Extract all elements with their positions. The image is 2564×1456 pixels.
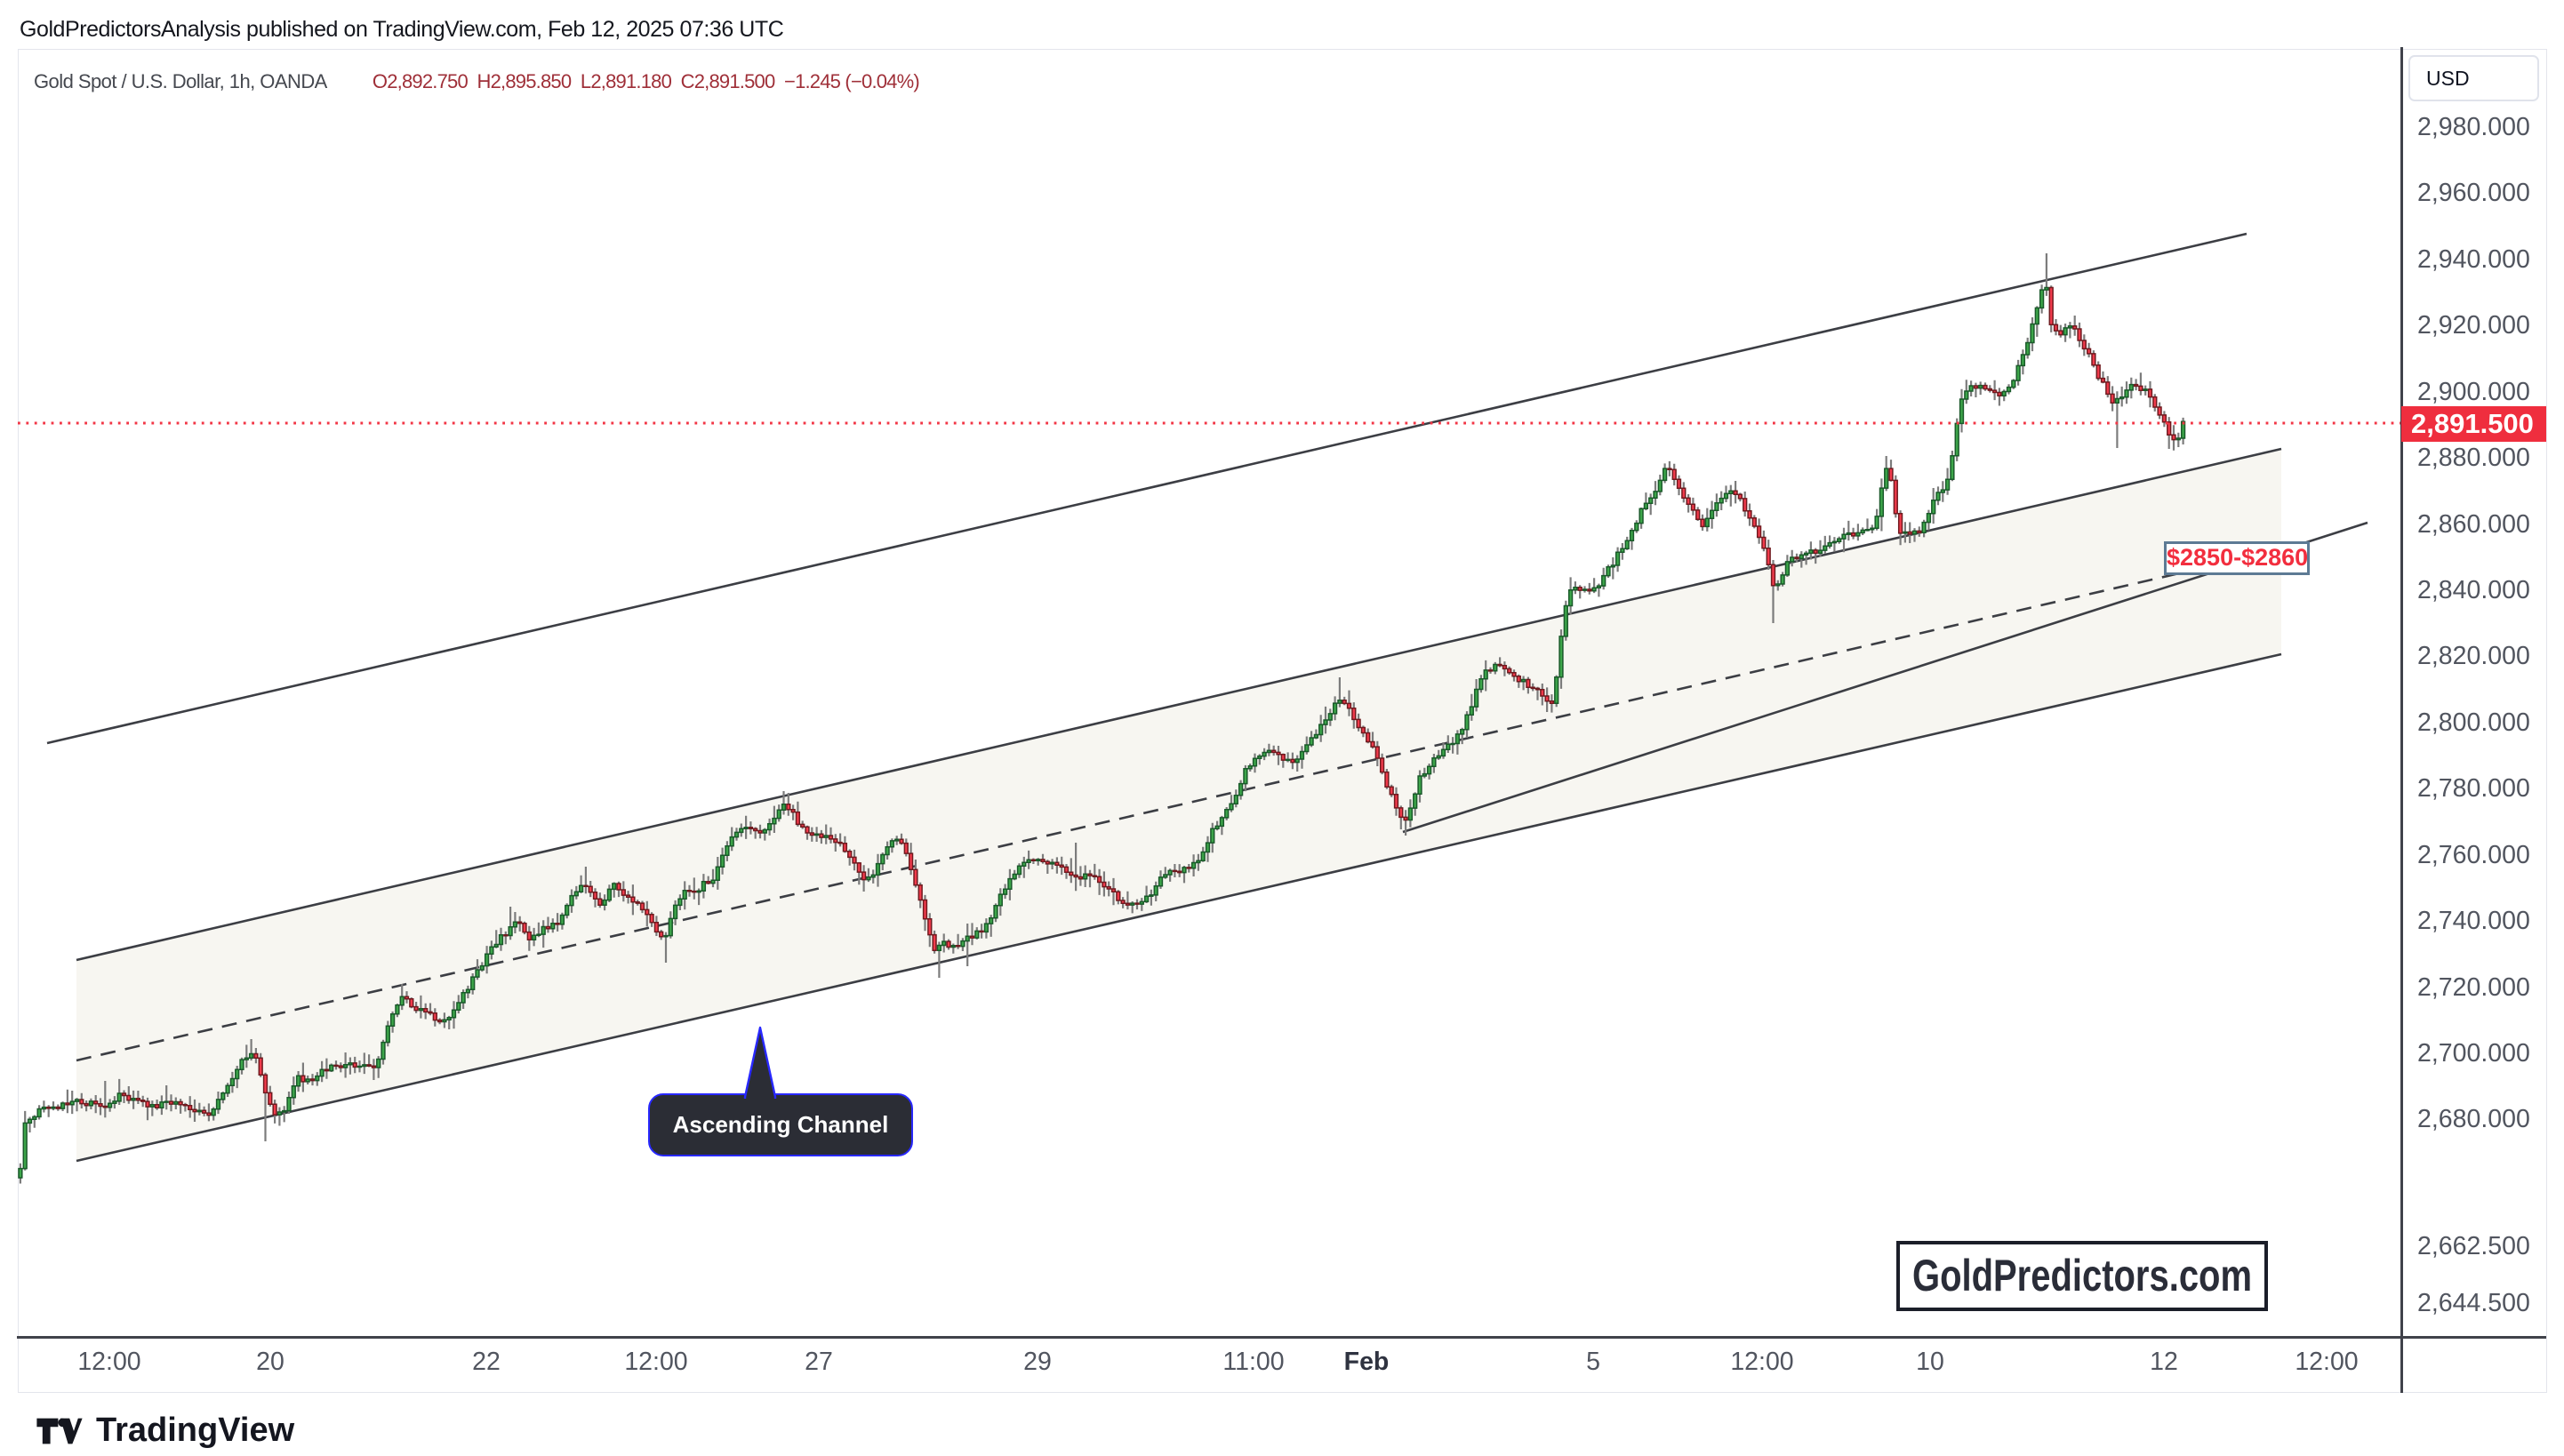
svg-text:GoldPredictors.com: GoldPredictors.com <box>1912 1251 2252 1300</box>
